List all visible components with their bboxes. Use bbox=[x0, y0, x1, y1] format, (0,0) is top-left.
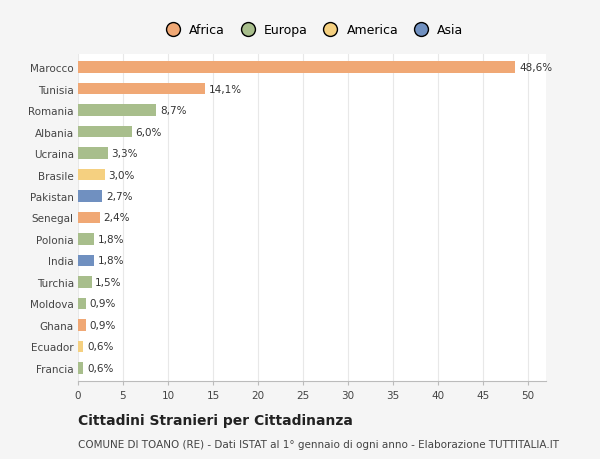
Text: 0,6%: 0,6% bbox=[87, 363, 113, 373]
Text: 1,8%: 1,8% bbox=[98, 235, 124, 245]
Bar bbox=[78, 190, 102, 202]
Bar bbox=[78, 255, 94, 267]
Bar bbox=[78, 212, 100, 224]
Text: 2,4%: 2,4% bbox=[103, 213, 130, 223]
Bar bbox=[78, 169, 105, 181]
Bar bbox=[78, 234, 94, 246]
Text: 8,7%: 8,7% bbox=[160, 106, 187, 116]
Text: 6,0%: 6,0% bbox=[136, 127, 162, 137]
Bar bbox=[78, 148, 108, 160]
Text: 2,7%: 2,7% bbox=[106, 191, 133, 202]
Bar bbox=[78, 341, 83, 353]
Text: 0,9%: 0,9% bbox=[90, 320, 116, 330]
Text: 14,1%: 14,1% bbox=[209, 84, 242, 95]
Text: COMUNE DI TOANO (RE) - Dati ISTAT al 1° gennaio di ogni anno - Elaborazione TUTT: COMUNE DI TOANO (RE) - Dati ISTAT al 1° … bbox=[78, 440, 559, 449]
Text: 3,3%: 3,3% bbox=[112, 149, 138, 159]
Text: 0,9%: 0,9% bbox=[90, 299, 116, 309]
Text: 48,6%: 48,6% bbox=[519, 63, 552, 73]
Bar bbox=[78, 276, 91, 288]
Text: 1,8%: 1,8% bbox=[98, 256, 124, 266]
Text: Cittadini Stranieri per Cittadinanza: Cittadini Stranieri per Cittadinanza bbox=[78, 414, 353, 428]
Legend: Africa, Europa, America, Asia: Africa, Europa, America, Asia bbox=[155, 19, 469, 42]
Bar bbox=[78, 298, 86, 310]
Bar bbox=[78, 84, 205, 95]
Text: 3,0%: 3,0% bbox=[109, 170, 135, 180]
Text: 0,6%: 0,6% bbox=[87, 341, 113, 352]
Bar bbox=[78, 126, 132, 138]
Bar bbox=[78, 62, 515, 74]
Text: 1,5%: 1,5% bbox=[95, 277, 122, 287]
Bar bbox=[78, 105, 156, 117]
Bar bbox=[78, 319, 86, 331]
Bar bbox=[78, 362, 83, 374]
